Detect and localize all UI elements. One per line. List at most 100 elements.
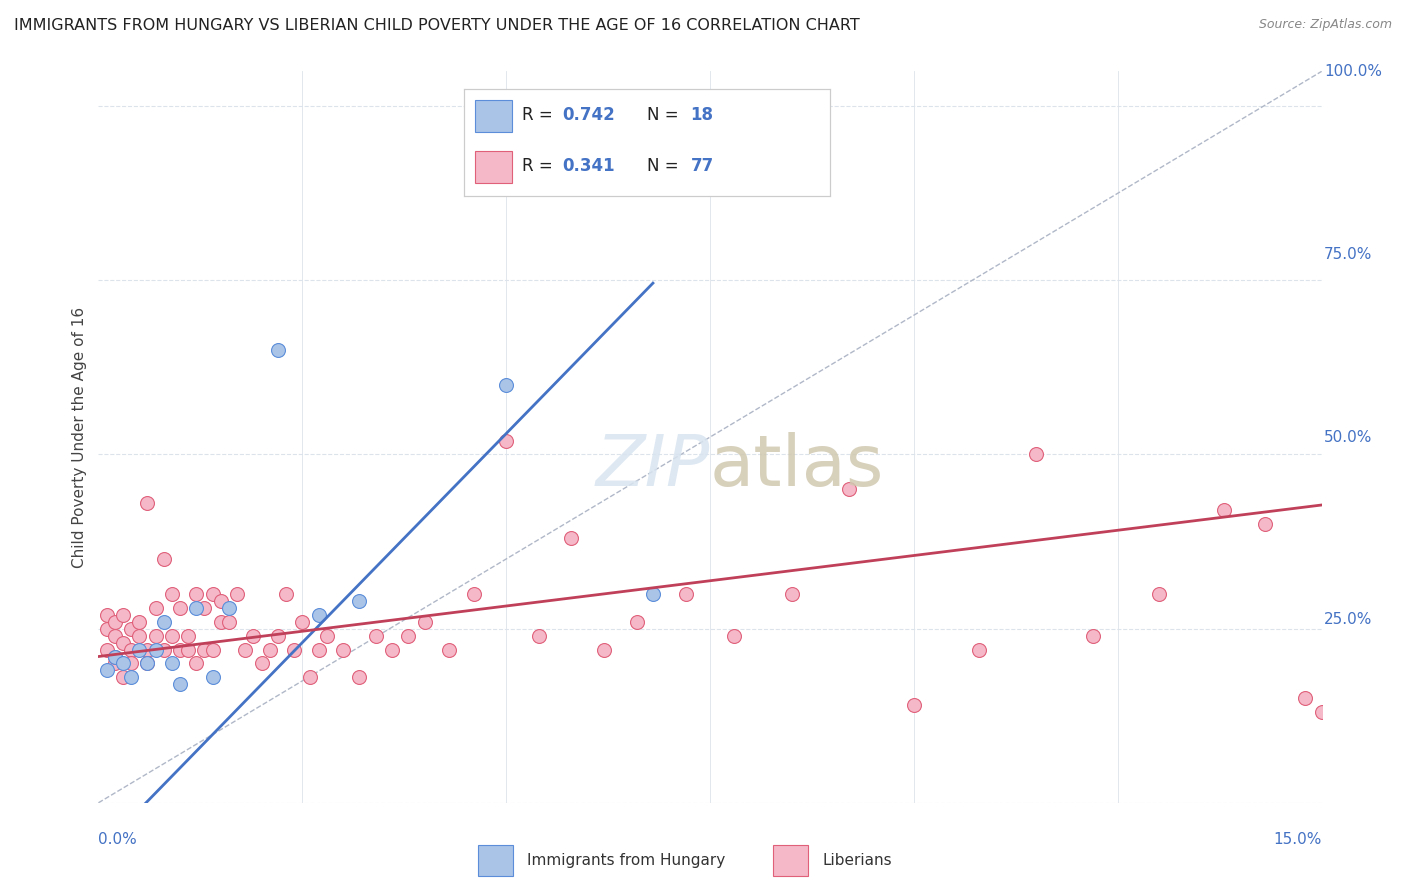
Point bbox=[186, 657, 208, 671]
Point bbox=[527, 629, 550, 643]
Point bbox=[218, 600, 240, 615]
Point bbox=[145, 642, 167, 657]
Point bbox=[967, 642, 990, 657]
Point bbox=[209, 615, 232, 629]
Point bbox=[381, 642, 404, 657]
Point bbox=[96, 607, 118, 622]
Point bbox=[160, 629, 183, 643]
Point bbox=[201, 587, 224, 601]
Text: 100.0%: 100.0% bbox=[1324, 64, 1382, 78]
Text: 0.742: 0.742 bbox=[562, 106, 616, 124]
Point bbox=[780, 587, 803, 601]
Point bbox=[177, 642, 200, 657]
Text: atlas: atlas bbox=[710, 432, 884, 500]
Point bbox=[128, 642, 150, 657]
Point bbox=[104, 649, 127, 664]
Point bbox=[626, 615, 648, 629]
Point bbox=[495, 377, 517, 392]
Text: IMMIGRANTS FROM HUNGARY VS LIBERIAN CHILD POVERTY UNDER THE AGE OF 16 CORRELATIO: IMMIGRANTS FROM HUNGARY VS LIBERIAN CHIL… bbox=[14, 18, 860, 33]
Point bbox=[675, 587, 697, 601]
Point bbox=[152, 552, 174, 566]
Point bbox=[152, 642, 174, 657]
Text: 25.0%: 25.0% bbox=[1324, 613, 1372, 627]
Text: Immigrants from Hungary: Immigrants from Hungary bbox=[527, 854, 725, 868]
Point bbox=[128, 615, 150, 629]
Point bbox=[136, 642, 159, 657]
Point bbox=[169, 642, 191, 657]
Point bbox=[838, 483, 860, 497]
Point bbox=[1025, 448, 1047, 462]
Bar bbox=[773, 846, 808, 876]
Point bbox=[201, 642, 224, 657]
Point bbox=[413, 615, 436, 629]
Point bbox=[1212, 503, 1234, 517]
Point bbox=[364, 629, 387, 643]
Point bbox=[267, 629, 290, 643]
Point bbox=[283, 642, 305, 657]
Point bbox=[218, 615, 240, 629]
Point bbox=[495, 434, 517, 448]
Point bbox=[104, 629, 127, 643]
Bar bbox=[475, 100, 512, 132]
Point bbox=[152, 615, 174, 629]
Point bbox=[349, 670, 371, 684]
Text: ZIP: ZIP bbox=[596, 432, 710, 500]
Text: R =: R = bbox=[523, 157, 558, 175]
Point bbox=[120, 670, 142, 684]
Bar bbox=[478, 846, 513, 876]
Point bbox=[242, 629, 264, 643]
Point bbox=[593, 642, 616, 657]
Point bbox=[226, 587, 249, 601]
Point bbox=[1310, 705, 1333, 719]
Point bbox=[332, 642, 354, 657]
Y-axis label: Child Poverty Under the Age of 16: Child Poverty Under the Age of 16 bbox=[72, 307, 87, 567]
Point bbox=[209, 594, 232, 608]
Point bbox=[1294, 691, 1316, 706]
Point bbox=[104, 615, 127, 629]
Point bbox=[145, 600, 167, 615]
Text: 18: 18 bbox=[690, 106, 714, 124]
Point bbox=[274, 587, 297, 601]
Point bbox=[104, 657, 127, 671]
Text: N =: N = bbox=[647, 106, 683, 124]
Text: Source: ZipAtlas.com: Source: ZipAtlas.com bbox=[1258, 18, 1392, 31]
Point bbox=[177, 629, 200, 643]
Point bbox=[291, 615, 314, 629]
Point bbox=[136, 657, 159, 671]
Point bbox=[193, 642, 215, 657]
Point bbox=[136, 496, 159, 510]
Point bbox=[349, 594, 371, 608]
Point bbox=[120, 657, 142, 671]
Point bbox=[120, 622, 142, 636]
Point bbox=[169, 677, 191, 691]
Point bbox=[111, 670, 134, 684]
Text: Liberians: Liberians bbox=[823, 854, 893, 868]
Point bbox=[1327, 726, 1350, 740]
Point bbox=[463, 587, 485, 601]
Point bbox=[120, 642, 142, 657]
Point bbox=[903, 698, 925, 713]
Text: R =: R = bbox=[523, 106, 558, 124]
Point bbox=[641, 587, 664, 601]
Bar bbox=[475, 152, 512, 184]
Point bbox=[111, 635, 134, 649]
Text: N =: N = bbox=[647, 157, 683, 175]
Text: 15.0%: 15.0% bbox=[1274, 832, 1322, 847]
Point bbox=[308, 642, 330, 657]
Text: 77: 77 bbox=[690, 157, 714, 175]
Point bbox=[160, 587, 183, 601]
Point bbox=[145, 629, 167, 643]
Point bbox=[1083, 629, 1105, 643]
Point bbox=[136, 657, 159, 671]
Point bbox=[396, 629, 419, 643]
Point bbox=[1253, 517, 1275, 532]
Point bbox=[437, 642, 460, 657]
Text: 0.0%: 0.0% bbox=[98, 832, 138, 847]
Point bbox=[233, 642, 256, 657]
Point bbox=[308, 607, 330, 622]
Point bbox=[259, 642, 281, 657]
Point bbox=[96, 664, 118, 678]
Point bbox=[96, 642, 118, 657]
Point bbox=[111, 657, 134, 671]
Point bbox=[186, 587, 208, 601]
